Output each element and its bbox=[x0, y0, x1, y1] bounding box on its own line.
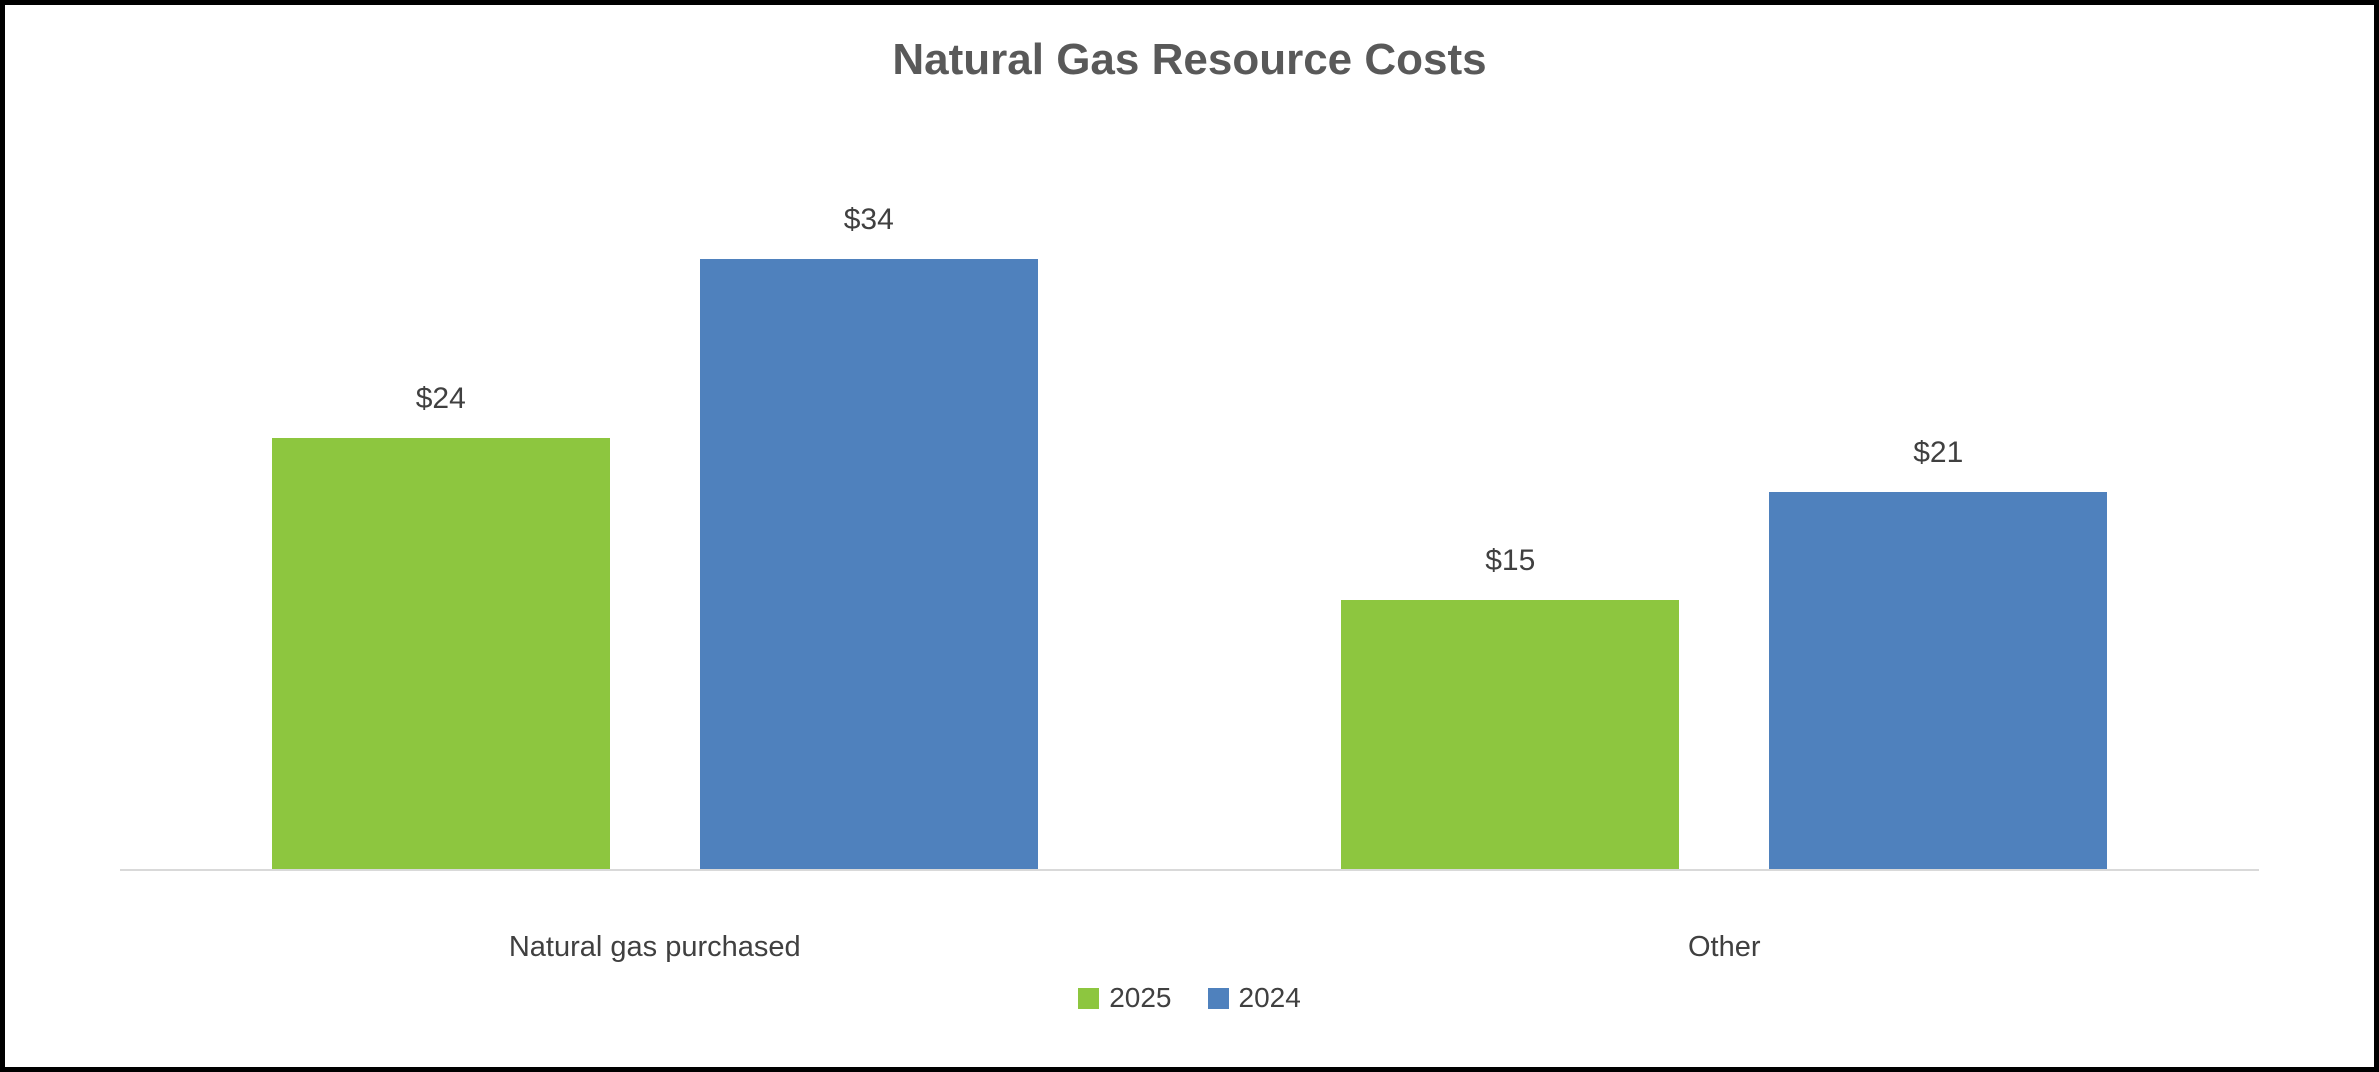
data-label-2025-other: $15 bbox=[1485, 543, 1536, 577]
data-label-2024-other: $21 bbox=[1913, 436, 1964, 470]
bar-column: $34 bbox=[699, 151, 1038, 869]
legend-swatch-2024 bbox=[1207, 987, 1229, 1009]
bar-2024-other bbox=[1769, 492, 2108, 869]
legend: 2025 2024 bbox=[5, 982, 2374, 1014]
bar-2025-natural-gas-purchased bbox=[271, 438, 610, 869]
bar-column: $15 bbox=[1341, 151, 1680, 869]
category-label-natural-gas-purchased: Natural gas purchased bbox=[508, 931, 801, 963]
data-label-2025-natural-gas: $24 bbox=[415, 382, 466, 416]
legend-item-2024: 2024 bbox=[1207, 982, 1301, 1014]
legend-label-2025: 2025 bbox=[1109, 982, 1172, 1013]
bar-column: $21 bbox=[1769, 151, 2108, 869]
chart-title: Natural Gas Resource Costs bbox=[892, 35, 1487, 84]
category-axis: Natural gas purchased Other bbox=[120, 871, 2259, 964]
data-label-2024-natural-gas: $34 bbox=[843, 202, 894, 236]
bar-column: $24 bbox=[271, 151, 610, 869]
bar-2025-other bbox=[1341, 599, 1680, 869]
bar-2024-natural-gas-purchased bbox=[699, 258, 1038, 869]
category-label-other: Other bbox=[1687, 931, 1761, 963]
legend-label-2024: 2024 bbox=[1238, 982, 1301, 1013]
legend-item-2025: 2025 bbox=[1078, 982, 1172, 1014]
plot-area: $24 $34 $15 $21 bbox=[120, 151, 2259, 871]
bar-group-other: $15 $21 bbox=[1190, 151, 2260, 869]
bar-group-natural-gas-purchased: $24 $34 bbox=[120, 151, 1190, 869]
legend-swatch-2025 bbox=[1078, 987, 1100, 1009]
